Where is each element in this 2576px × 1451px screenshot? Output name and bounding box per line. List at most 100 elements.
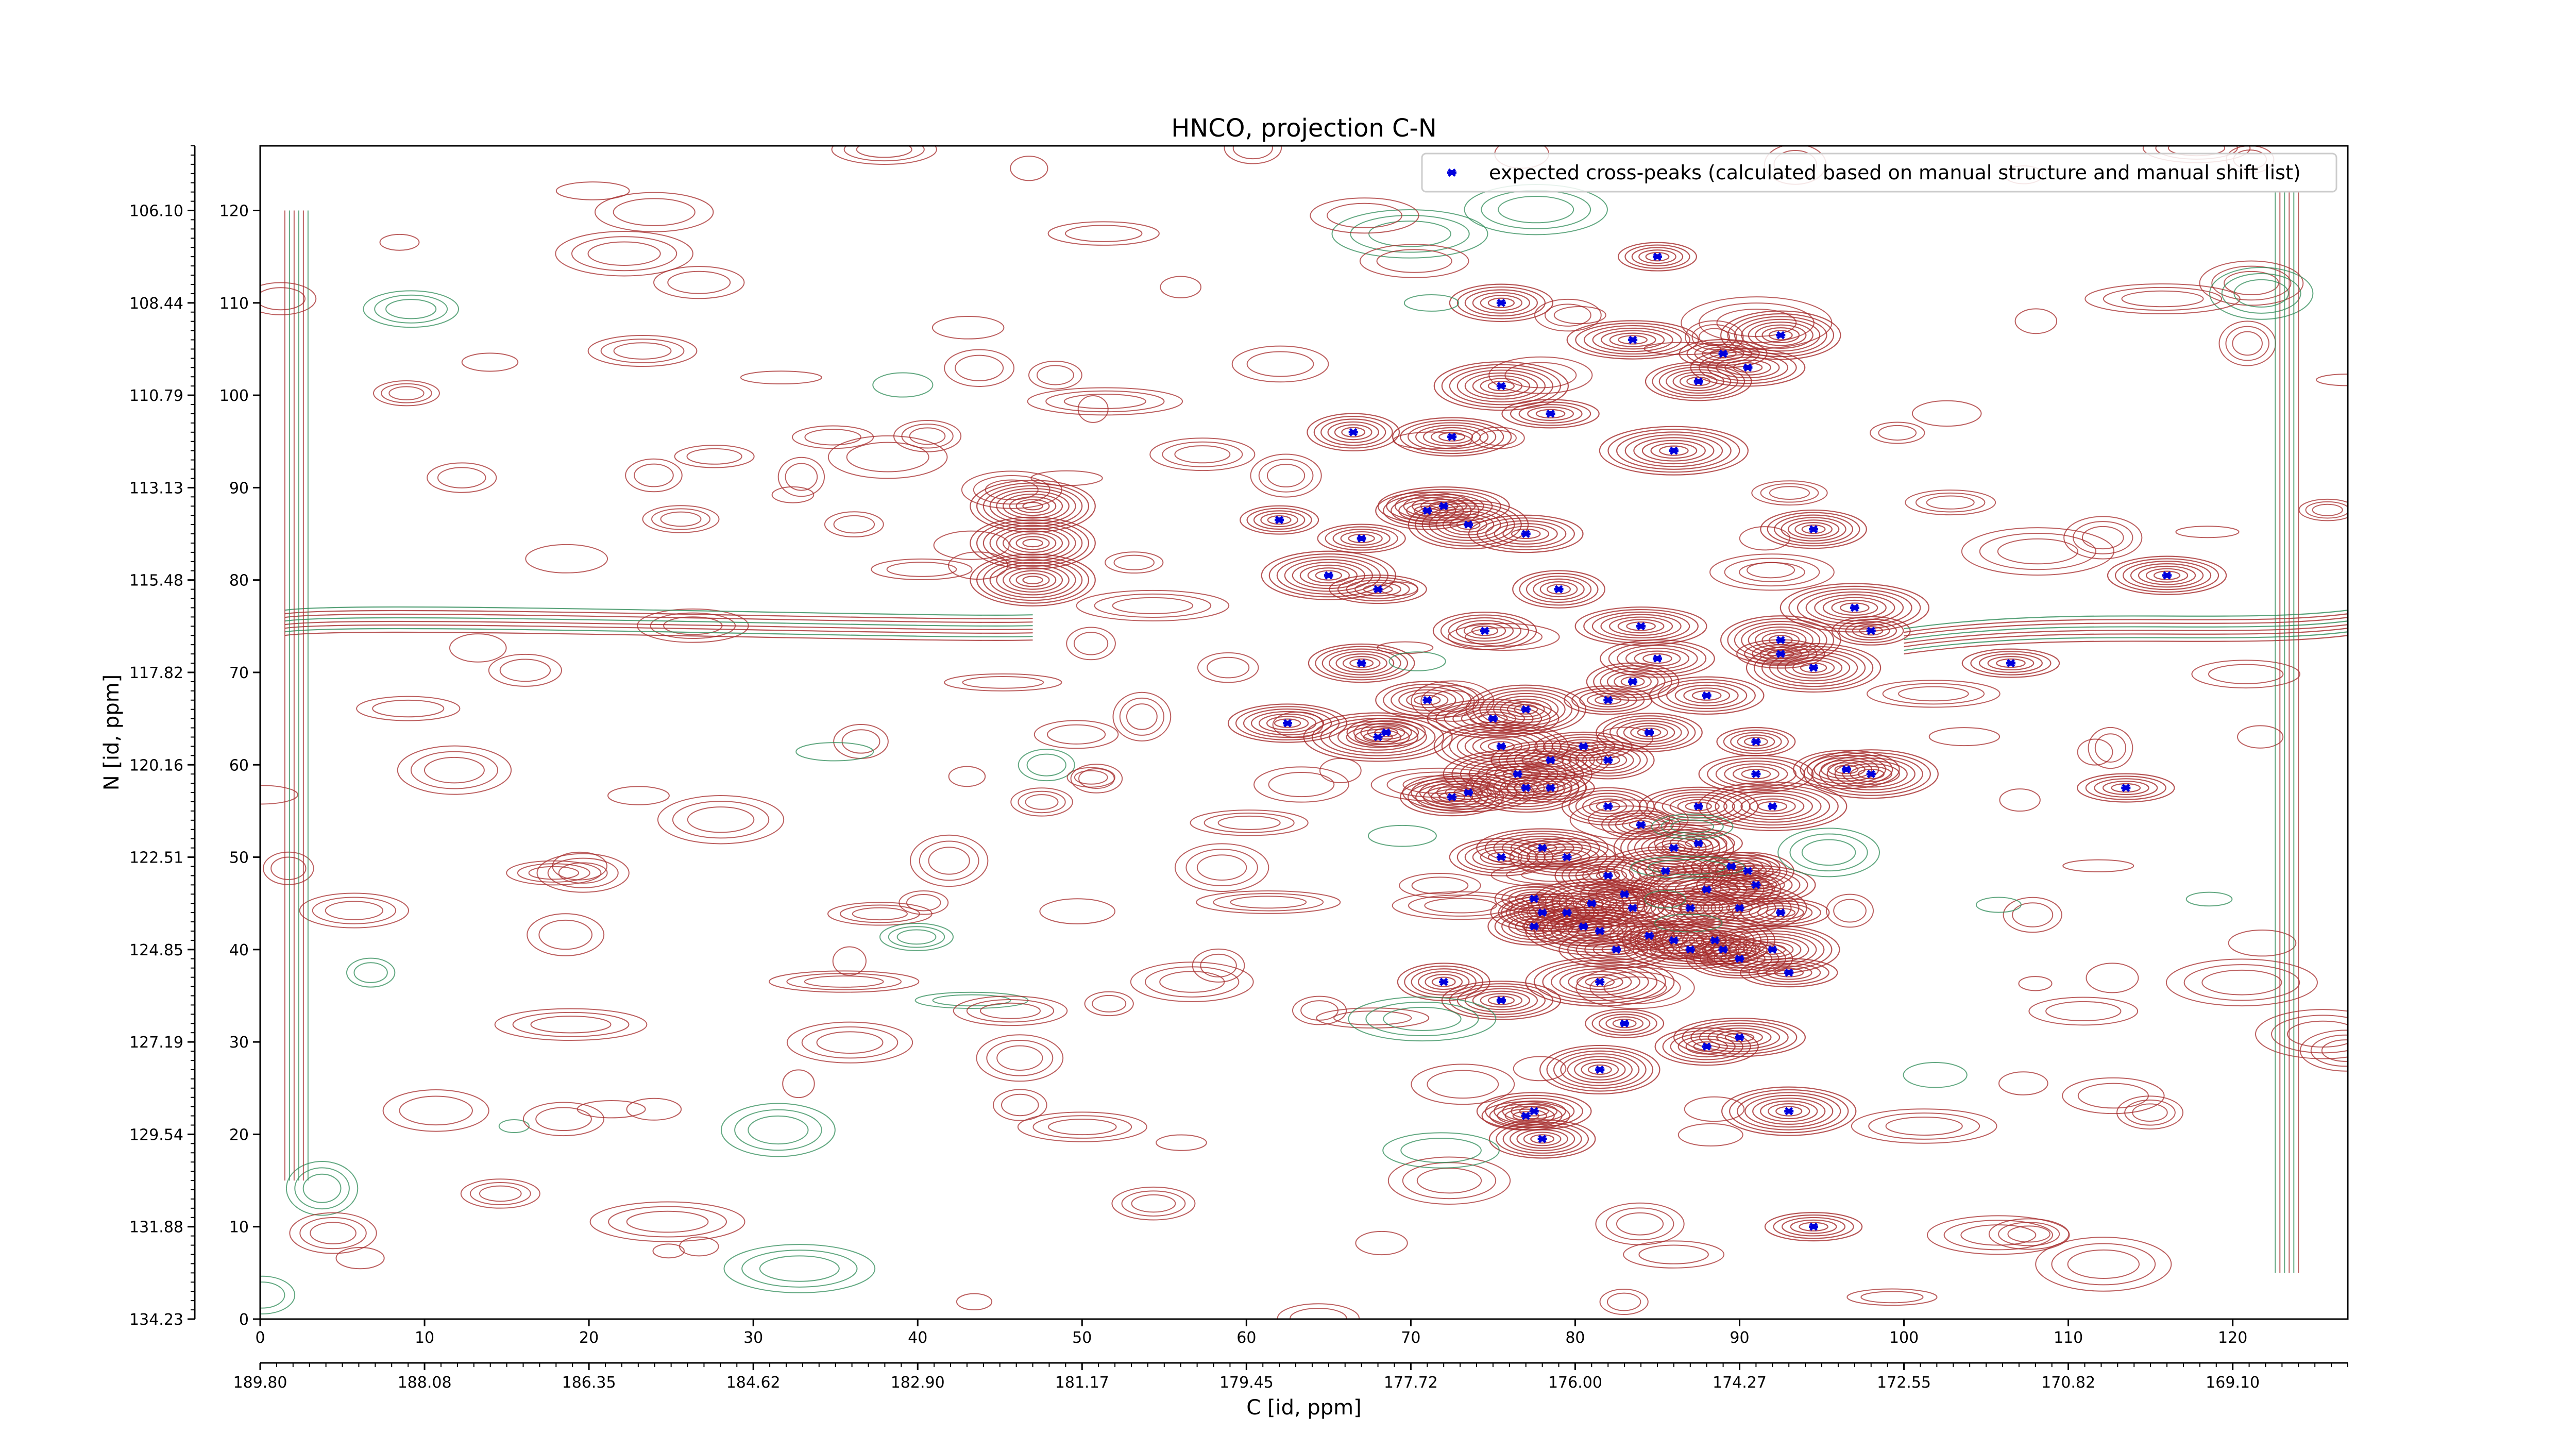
cross-peak-marker <box>1579 742 1588 751</box>
x-ppm-tick-label: 184.62 <box>726 1374 781 1392</box>
contour-level <box>1485 520 1567 548</box>
noise-contour <box>1331 209 1488 259</box>
cross-peak-marker <box>1645 931 1654 940</box>
contour-level <box>1334 424 1372 441</box>
noise-contour <box>1988 1218 2070 1250</box>
ridge-contour <box>284 617 1033 627</box>
noise-contour <box>948 766 986 787</box>
contour-level <box>1581 1061 1619 1078</box>
contour-level <box>1801 524 1826 534</box>
noise-contour <box>1399 873 1481 899</box>
cross-peak-marker <box>1685 904 1695 913</box>
marker-dot <box>1655 254 1660 260</box>
noise-contour <box>1595 1202 1685 1245</box>
noise-contour <box>871 558 973 581</box>
marker-dot <box>1745 365 1751 370</box>
noise-contour <box>399 1095 473 1126</box>
marker-dot <box>1778 651 1784 657</box>
marker-dot <box>1597 1067 1603 1072</box>
contour-level <box>1436 783 1501 802</box>
cross-peak-marker <box>1373 733 1383 741</box>
noise-contour <box>2077 1083 2149 1109</box>
contour-level <box>1748 960 1829 985</box>
contour-level <box>1377 486 1510 526</box>
noise-contour <box>353 962 388 983</box>
cross-peak-marker <box>1562 908 1572 917</box>
cross-peak-marker <box>1546 784 1555 792</box>
noise-contour <box>1521 868 1590 882</box>
noise-contour <box>1569 799 1689 840</box>
noise-contour <box>687 806 755 833</box>
contour-level <box>1760 1100 1818 1122</box>
noise-contour <box>2081 526 2124 550</box>
noise-contour <box>1230 896 1307 909</box>
contour-level <box>1677 799 1720 814</box>
cross-peak-marker <box>1603 871 1613 880</box>
x-ppm-tick-label: 169.10 <box>2206 1374 2260 1392</box>
contour-level <box>1341 427 1366 437</box>
noise-contour <box>1660 816 1724 837</box>
cross-peak-marker <box>1612 945 1621 954</box>
noise-contour <box>1073 632 1109 655</box>
cross-peak-marker <box>1521 1111 1531 1120</box>
contour-level <box>1448 617 1522 645</box>
noise-contour <box>1534 298 1602 332</box>
contour-level <box>1585 1008 1665 1038</box>
noise-contour <box>1411 680 1495 722</box>
contour-level <box>1552 852 1582 863</box>
noise-contour <box>1292 996 1347 1025</box>
x-index-tick-label: 70 <box>1401 1329 1420 1347</box>
contour-level <box>970 553 1096 606</box>
noise-contour <box>382 1089 489 1132</box>
ridge-contour <box>1904 620 2348 640</box>
cross-peak-marker <box>1464 520 1473 529</box>
y-ppm-tick-label: 122.51 <box>129 849 183 867</box>
contour-level <box>1307 413 1400 452</box>
noise-contour <box>1159 971 1225 993</box>
contour-level <box>1003 567 1063 593</box>
noise-contour <box>2228 929 2297 957</box>
noise-contour <box>1258 459 1314 493</box>
noise-contour <box>2175 526 2240 538</box>
noise-contour <box>777 457 825 497</box>
marker-dot <box>1449 434 1455 440</box>
contour-level <box>1682 1020 1798 1055</box>
noise-contour <box>1846 1288 1938 1306</box>
noise-contour <box>1603 976 1667 1000</box>
contour-level <box>1340 531 1383 546</box>
marker-dot <box>1375 734 1381 740</box>
noise-contour <box>1739 526 1791 551</box>
contour-level <box>1332 529 1391 548</box>
marker-dot <box>2123 785 2129 791</box>
noise-contour <box>2014 308 2058 334</box>
contour-level <box>1523 1132 1562 1146</box>
cross-peak-marker <box>1521 784 1531 792</box>
contour-level <box>1337 577 1419 602</box>
marker-dot <box>1359 536 1364 541</box>
noise-contour <box>1001 1093 1039 1117</box>
noise-contour <box>1504 362 1577 389</box>
noise-contour <box>530 1016 612 1034</box>
noise-contour <box>720 1103 836 1157</box>
cross-peak-marker <box>1537 1135 1547 1143</box>
contour-level <box>1250 711 1325 736</box>
contour-level <box>1575 323 1690 357</box>
noise-contour <box>2224 271 2279 296</box>
marker-dot <box>1638 623 1644 629</box>
noise-contour <box>1643 342 1721 356</box>
noise-contour <box>522 1102 605 1137</box>
cross-peak-marker <box>2162 571 2172 580</box>
noise-contour <box>2237 725 2284 749</box>
contour-level <box>1325 526 1398 551</box>
contour-level <box>1623 722 1675 743</box>
contour-level <box>1516 1129 1568 1149</box>
contour-level <box>1773 1214 1854 1239</box>
noise-contour <box>1648 859 1727 875</box>
noise-contour <box>1751 480 1828 506</box>
contour-level <box>1774 968 1804 977</box>
cross-peak-marker <box>1776 636 1786 645</box>
contour-level <box>1732 792 1813 820</box>
noise-contour <box>1232 146 1273 160</box>
noise-contour <box>1063 394 1146 409</box>
contour-level <box>1850 766 1892 782</box>
